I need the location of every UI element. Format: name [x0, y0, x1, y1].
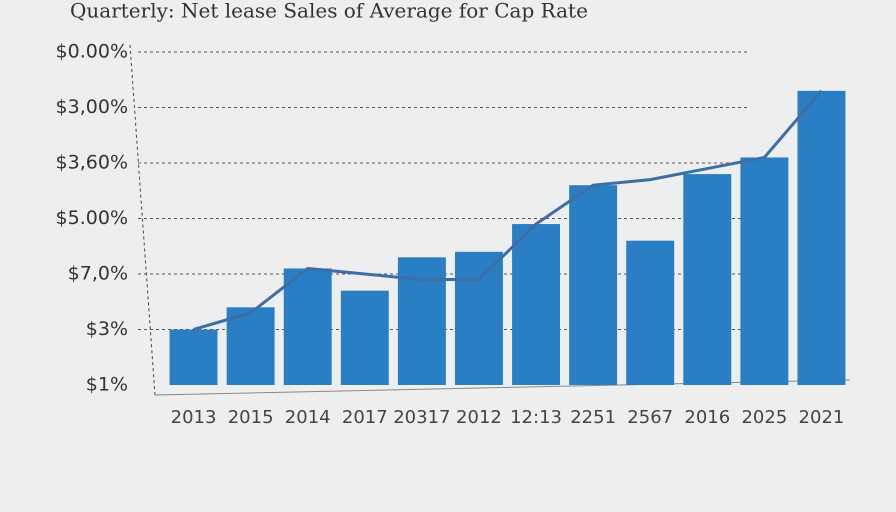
bar: [283, 268, 332, 385]
y-tick-label: $0.00%: [56, 41, 128, 63]
chart-title: Quarterly: Net lease Sales of Average fo…: [70, 0, 588, 23]
x-tick-label: 2017: [342, 407, 388, 428]
bar: [797, 90, 846, 385]
x-tick-label: 2013: [171, 407, 217, 428]
bar: [626, 240, 675, 385]
y-tick-label: $7,0%: [68, 263, 128, 285]
x-tick-label: 2016: [684, 407, 730, 428]
y-axis: [129, 44, 156, 396]
y-tick-label: $3,60%: [56, 152, 128, 174]
line: [193, 89, 823, 331]
x-axis: [154, 379, 851, 396]
y-tick-label: $5.00%: [56, 207, 128, 229]
y-tick-label: $3,00%: [56, 96, 128, 118]
bar: [454, 251, 503, 385]
x-tick-label: 12:13: [510, 407, 562, 428]
bar: [340, 290, 389, 385]
x-tick-label: 2251: [570, 407, 616, 428]
x-tick-label: 2015: [228, 407, 274, 428]
bar: [512, 224, 561, 385]
bar: [169, 329, 218, 385]
bar: [740, 157, 789, 385]
x-tick-label: 20317: [393, 407, 450, 428]
x-tick-label: 2014: [285, 407, 331, 428]
x-tick-label: 2567: [627, 407, 673, 428]
x-tick-label: 2025: [741, 407, 787, 428]
y-tick-label: $3%: [86, 318, 128, 340]
bar: [226, 307, 275, 385]
x-tick-label: 2021: [799, 407, 845, 428]
y-tick-label: $1%: [86, 374, 128, 396]
bar: [569, 185, 618, 385]
bar: [683, 174, 732, 385]
x-tick-label: 2012: [456, 407, 502, 428]
